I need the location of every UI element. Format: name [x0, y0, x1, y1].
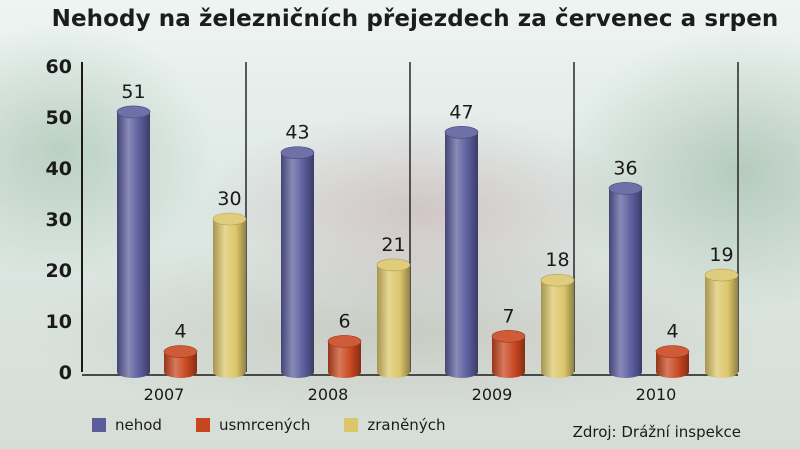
legend-swatch-usmrcenych: [195, 418, 210, 432]
y-tick-label: 30: [46, 209, 72, 231]
bar-nehod-2008: [280, 146, 315, 378]
data-label: 43: [285, 122, 309, 144]
legend-label-usmrcenych: usmrcených: [218, 416, 311, 434]
y-tick-label: 10: [46, 311, 72, 333]
bar-top: [163, 345, 198, 358]
legend-item-usmrcenych: usmrcených: [195, 416, 311, 434]
legend: nehod usmrcených zraněných: [92, 416, 479, 434]
legend-item-zranenych: zraněných: [344, 416, 445, 434]
y-tick-label: 0: [59, 362, 72, 384]
bar-body: [281, 152, 314, 378]
bar-top: [491, 329, 526, 343]
y-tick-label: 50: [46, 107, 72, 129]
bar-body: [328, 341, 361, 378]
bar-top: [704, 268, 739, 282]
bar-top: [280, 146, 315, 159]
bar-zraněných-2007: [212, 212, 247, 378]
bar-body: [213, 219, 246, 378]
bar-nehod-2010: [608, 182, 643, 378]
bar-zraněných-2010: [704, 268, 739, 378]
source-note: Zdroj: Drážní inspekce: [572, 423, 741, 441]
chart-title: Nehody na železničních přejezdech za čer…: [51, 6, 779, 32]
bar-top: [655, 345, 690, 358]
data-label: 4: [666, 321, 678, 343]
x-tick-label: 2010: [636, 385, 677, 404]
bar-usmrcených-2008: [327, 335, 362, 378]
y-tick-label: 40: [46, 158, 72, 180]
bar-top: [212, 212, 247, 226]
bar-body: [656, 351, 689, 378]
bar-zraněných-2008: [376, 258, 411, 378]
data-label: 51: [121, 81, 145, 103]
bar-body: [492, 336, 525, 378]
bar-usmrcených-2009: [491, 329, 526, 378]
data-label: 18: [545, 249, 569, 271]
legend-label-zranenych: zraněných: [367, 416, 446, 434]
data-label: 7: [502, 305, 514, 327]
bar-zraněných-2009: [540, 273, 575, 378]
bar-body: [609, 188, 642, 378]
data-label: 30: [217, 188, 241, 210]
bar-top: [376, 258, 411, 272]
y-tick-label: 20: [46, 260, 72, 282]
data-label: 47: [449, 101, 473, 123]
bar-top: [327, 335, 362, 348]
legend-swatch-zranenych: [344, 418, 359, 432]
bar-body: [705, 275, 738, 378]
bar-nehod-2009: [444, 126, 479, 378]
x-tick-label: 2009: [472, 385, 513, 404]
bar-body: [541, 280, 574, 378]
data-label: 19: [709, 244, 733, 266]
legend-item-nehod: nehod: [92, 416, 162, 434]
data-label: 36: [613, 157, 637, 179]
bar-nehod-2007: [116, 105, 151, 378]
bar-top: [116, 105, 151, 119]
bar-usmrcených-2007: [163, 345, 198, 378]
data-label: 6: [338, 310, 350, 332]
data-label: 4: [174, 321, 186, 343]
bar-body: [445, 132, 478, 378]
data-label: 21: [381, 234, 405, 256]
x-tick-label: 2007: [144, 385, 185, 404]
bar-top: [540, 273, 575, 287]
bar-top: [608, 182, 643, 195]
bar-body: [377, 264, 410, 378]
bar-body: [117, 111, 150, 378]
bar-body: [164, 351, 197, 378]
bar-usmrcených-2010: [655, 345, 690, 378]
legend-swatch-nehod: [92, 418, 106, 432]
bar-top: [444, 126, 479, 139]
legend-label-nehod: nehod: [115, 416, 162, 434]
x-tick-label: 2008: [308, 385, 349, 404]
y-tick-label: 60: [46, 56, 72, 78]
